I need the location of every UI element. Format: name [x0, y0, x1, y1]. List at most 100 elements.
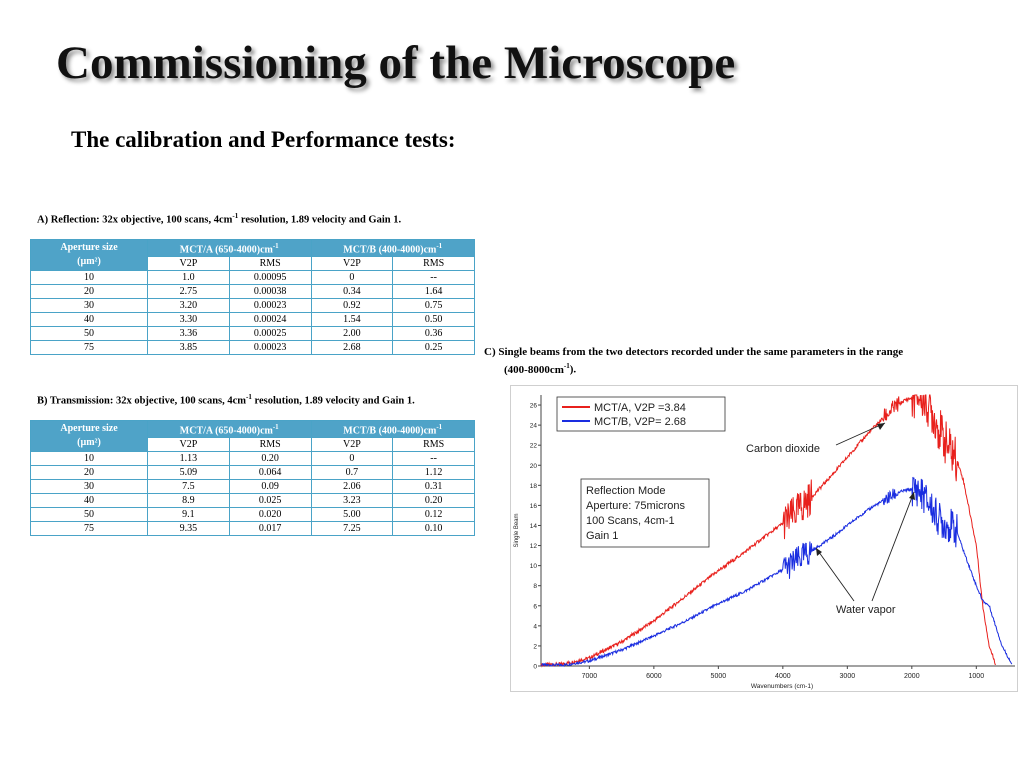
y-tick-label: 6: [533, 603, 537, 610]
table-cell: 1.0: [147, 270, 230, 286]
subheader-cell: RMS: [228, 437, 312, 453]
y-tick-label: 16: [530, 503, 538, 510]
table-cell: 2.00: [310, 326, 394, 342]
table-cell: 30: [30, 479, 148, 495]
table-cell: 10: [30, 451, 148, 467]
y-tick-label: 2: [533, 643, 537, 650]
table-cell: 0.25: [392, 340, 475, 356]
table-row: 75 9.35 0.017 7.25 0.10: [30, 521, 475, 537]
table-cell: 2.68: [310, 340, 394, 356]
table-cell: 75: [30, 340, 148, 356]
table-cell: 0.31: [392, 479, 475, 495]
table-cell: 0.00095: [228, 270, 312, 286]
table-cell: 7.25: [310, 521, 394, 537]
table-cell: 0.10: [392, 521, 475, 537]
table-cell: 0: [310, 451, 394, 467]
subheader-cell: RMS: [392, 437, 475, 453]
x-tick-label: 6000: [646, 673, 662, 680]
subheader-cell: V2P: [147, 256, 230, 272]
info-box-line: Reflection Mode: [586, 485, 666, 497]
y-axis-label: Single Beam: [514, 513, 520, 547]
table-cell: 3.20: [147, 298, 230, 314]
table-row: 30 3.20 0.00023 0.92 0.75: [30, 298, 475, 314]
y-tick-label: 22: [530, 443, 538, 450]
subheader-cell: V2P: [147, 437, 230, 453]
info-box-line: Aperture: 75microns: [586, 500, 686, 512]
transmission-table: Aperture size (µm²) MCT/A (650-4000)cm-1 …: [30, 419, 475, 537]
legend-label: MCT/A, V2P =3.84: [594, 402, 686, 414]
table-cell: 3.23: [310, 493, 394, 509]
subheader-cell: RMS: [228, 256, 312, 272]
annotation-carbon-dioxide: Carbon dioxide: [746, 443, 820, 455]
table-row: 20 5.09 0.064 0.7 1.12: [30, 465, 475, 481]
table-cell: 0.75: [392, 298, 475, 314]
table-row: 10 1.13 0.20 0 --: [30, 451, 475, 467]
annotation-arrowhead: [877, 423, 885, 430]
series-line-mct-a: [540, 394, 997, 668]
y-tick-label: 14: [530, 523, 538, 530]
x-tick-label: 5000: [711, 673, 727, 680]
table-cell: 0.020: [228, 507, 312, 523]
table-cell: 0.00025: [228, 326, 312, 342]
x-tick-label: 2000: [904, 673, 920, 680]
table-cell: 0.34: [310, 284, 394, 300]
y-tick-label: 26: [530, 403, 538, 410]
subheader-cell: V2P: [310, 256, 394, 272]
table-cell: 40: [30, 312, 148, 328]
table-cell: 3.36: [147, 326, 230, 342]
mct-b-header: MCT/B (400-4000)cm-1: [310, 238, 475, 258]
table-cell: 8.9: [147, 493, 230, 509]
subheader-cell: V2P: [310, 437, 394, 453]
table-cell: 9.35: [147, 521, 230, 537]
table-cell: 0.09: [228, 479, 312, 495]
table-row: 10 1.0 0.00095 0 --: [30, 270, 475, 286]
table-cell: 0.00023: [228, 298, 312, 314]
annotation-arrowhead: [816, 548, 822, 556]
info-box-frame: [580, 478, 710, 548]
table-row: 40 3.30 0.00024 1.54 0.50: [30, 312, 475, 328]
table-cell: 30: [30, 298, 148, 314]
y-tick-label: 0: [533, 664, 537, 671]
table-cell: 1.12: [392, 465, 475, 481]
aperture-header: Aperture size (µm²): [30, 419, 148, 453]
table-row: 20 2.75 0.00038 0.34 1.64: [30, 284, 475, 300]
y-tick-label: 12: [530, 543, 538, 550]
y-tick-label: 4: [533, 623, 537, 630]
table-cell: 20: [30, 284, 148, 300]
table-cell: 0.7: [310, 465, 394, 481]
x-tick-label: 1000: [969, 673, 985, 680]
table-row: 40 8.9 0.025 3.23 0.20: [30, 493, 475, 509]
info-box-line: 100 Scans, 4cm-1: [586, 515, 675, 527]
table-cell: 0.92: [310, 298, 394, 314]
annotation-arrowhead: [909, 492, 915, 500]
subheader-cell: RMS: [392, 256, 475, 272]
table-cell: 0.025: [228, 493, 312, 509]
slide-title: Commissioning of the Microscope: [56, 37, 736, 89]
mct-b-header: MCT/B (400-4000)cm-1: [310, 419, 475, 439]
table-row: 50 9.1 0.020 5.00 0.12: [30, 507, 475, 523]
y-tick-label: 18: [530, 483, 538, 490]
table-cell: --: [392, 451, 475, 467]
series-line-mct-b: [540, 476, 1013, 667]
table-cell: --: [392, 270, 475, 286]
table-cell: 1.13: [147, 451, 230, 467]
table-cell: 0.20: [228, 451, 312, 467]
legend-label: MCT/B, V2P= 2.68: [594, 416, 686, 428]
annotation-water-vapor: Water vapor: [836, 604, 896, 616]
legend: MCT/A, V2P =3.84 MCT/B, V2P= 2.68: [556, 396, 726, 432]
table-cell: 0: [310, 270, 394, 286]
table-cell: 10: [30, 270, 148, 286]
table-cell: 0.064: [228, 465, 312, 481]
annotation-arrow: [835, 422, 886, 446]
table-cell: 0.20: [392, 493, 475, 509]
table-cell: 40: [30, 493, 148, 509]
x-tick-label: 3000: [840, 673, 856, 680]
info-box-line: Gain 1: [586, 530, 618, 542]
table-cell: 20: [30, 465, 148, 481]
table-cell: 9.1: [147, 507, 230, 523]
table-cell: 0.017: [228, 521, 312, 537]
table-cell: 3.85: [147, 340, 230, 356]
table-cell: 0.36: [392, 326, 475, 342]
y-tick-label: 10: [530, 563, 538, 570]
